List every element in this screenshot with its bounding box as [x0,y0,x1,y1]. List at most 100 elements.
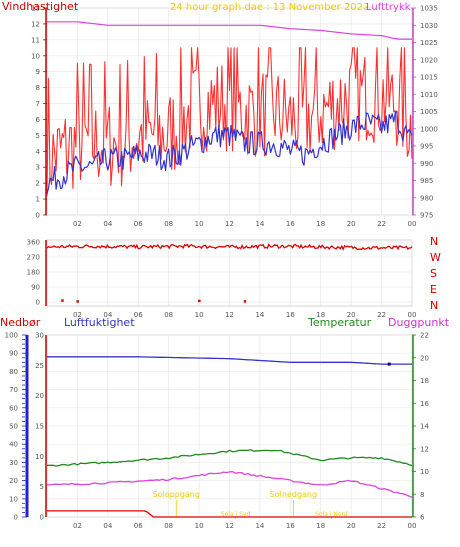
y-inner-tick-label: 5 [40,483,44,491]
y-inner-tick-label: 30 [35,332,44,340]
x-tick-label: 14 [255,522,264,530]
y-outer-tick-label: 50 [9,423,18,431]
x-tick-label: 06 [134,220,143,228]
x-tick-label: 04 [103,220,112,228]
y-left-tick-label: 11 [31,36,40,44]
y-right-tick-label: 1020 [420,56,438,64]
x-tick-label: 06 [134,522,143,530]
x-tick-label: 04 [103,522,112,530]
x-tick-label: 06 [134,311,143,319]
y-outer-tick-label: 100 [5,332,18,340]
y-right-tick-label: 10 [420,468,429,476]
rain-line [47,510,412,518]
direction-label: N [430,299,438,312]
dewpoint-line [46,471,413,498]
y-right-tick-label: 985 [420,177,433,185]
y-tick-label: 360 [27,239,40,247]
x-tick-label: 20 [347,220,356,228]
x-tick-label: 00 [408,220,417,228]
y-left-tick-label: 1 [36,196,40,204]
x-tick-label: 22 [377,220,386,228]
x-tick-label: 02 [73,311,82,319]
y-inner-tick-label: 20 [35,392,44,400]
x-tick-label: 02 [73,522,82,530]
sun-marker-label: Sola i Syd [221,511,251,518]
temperature-label: Temperatur [307,316,372,329]
y-outer-tick-label: 0 [14,514,18,522]
y-right-tick-label: 975 [420,212,433,220]
wind-direction-point [76,300,79,303]
x-tick-label: 14 [255,220,264,228]
y-left-tick-label: 3 [36,164,40,172]
y-right-tick-label: 6 [420,514,425,522]
x-tick-label: 08 [164,220,173,228]
x-tick-label: 00 [408,522,417,530]
x-tick-label: 04 [103,311,112,319]
x-tick-label: 12 [225,522,234,530]
y-tick-label: 180 [27,269,40,277]
series-line-pressure [47,21,412,40]
x-tick-label: 18 [316,522,325,530]
y-tick-label: 0 [36,299,40,307]
y-left-tick-label: 12 [31,20,40,28]
y-right-tick-label: 1010 [420,91,438,99]
x-tick-label: 10 [195,311,204,319]
y-right-tick-label: 16 [420,400,429,408]
y-inner-tick-label: 0 [40,514,44,522]
y-left-tick-label: 6 [36,116,41,124]
x-tick-label: 14 [255,311,264,319]
humidity-label: Luftfuktighet [64,316,135,329]
y-inner-tick-label: 15 [35,423,44,431]
y-tick-label: 270 [27,254,40,262]
y-right-tick-label: 1025 [420,39,438,47]
y-outer-tick-label: 30 [9,459,18,467]
x-tick-label: 22 [377,522,386,530]
x-tick-label: 00 [408,311,417,319]
direction-label: S [430,267,437,280]
y-right-tick-label: 1035 [420,5,438,13]
x-tick-label: 16 [286,522,295,530]
y-outer-tick-label: 80 [9,368,18,376]
pressure-label: Lufttrykk [366,2,411,13]
y-outer-tick-label: 10 [9,495,18,503]
y-outer-tick-label: 70 [9,386,18,394]
panel-wind-pressure: 02 04 06 08 10 12 14 16 18 20 22 000123456789101112… [2,0,438,228]
y-right-tick-label: 990 [420,160,433,168]
y-outer-tick-label: 60 [9,404,18,412]
sun-marker-label: Soloppgang [153,490,200,499]
y-right-tick-label: 1005 [420,108,438,116]
y-right-tick-label: 1000 [420,125,438,133]
x-tick-label: 22 [377,311,386,319]
sun-marker-label: Sola i Nord [315,511,348,518]
y-left-tick-label: 4 [36,148,41,156]
x-tick-label: 10 [195,522,204,530]
y-inner-tick-label: 10 [35,453,44,461]
wind-direction-point [61,299,64,302]
wind-direction-line [46,243,413,251]
y-right-tick-label: 980 [420,194,433,202]
y-right-tick-label: 22 [420,332,429,340]
y-right-tick-label: 995 [420,143,433,151]
dewpoint-label: Duggpunkt [388,316,450,329]
direction-label: N [430,235,438,248]
x-tick-label: 16 [286,220,295,228]
y-outer-tick-label: 20 [9,477,18,485]
y-left-tick-label: 13 [31,5,40,13]
x-tick-label: 16 [286,311,295,319]
y-left-tick-label: 8 [36,84,40,92]
y-outer-tick-label: 40 [9,441,18,449]
x-tick-label: 12 [225,311,234,319]
y-right-tick-label: 14 [420,423,429,431]
direction-label: E [430,283,437,296]
x-tick-label: 08 [164,311,173,319]
y-right-tick-label: 12 [420,445,429,453]
y-left-tick-label: 2 [36,180,40,188]
x-tick-label: 02 [73,220,82,228]
y-right-tick-label: 1015 [420,74,438,82]
y-left-tick-label: 0 [36,212,40,220]
wind-direction-point [198,299,201,303]
y-outer-tick-label: 90 [9,350,18,358]
humidity-marker [387,362,391,366]
